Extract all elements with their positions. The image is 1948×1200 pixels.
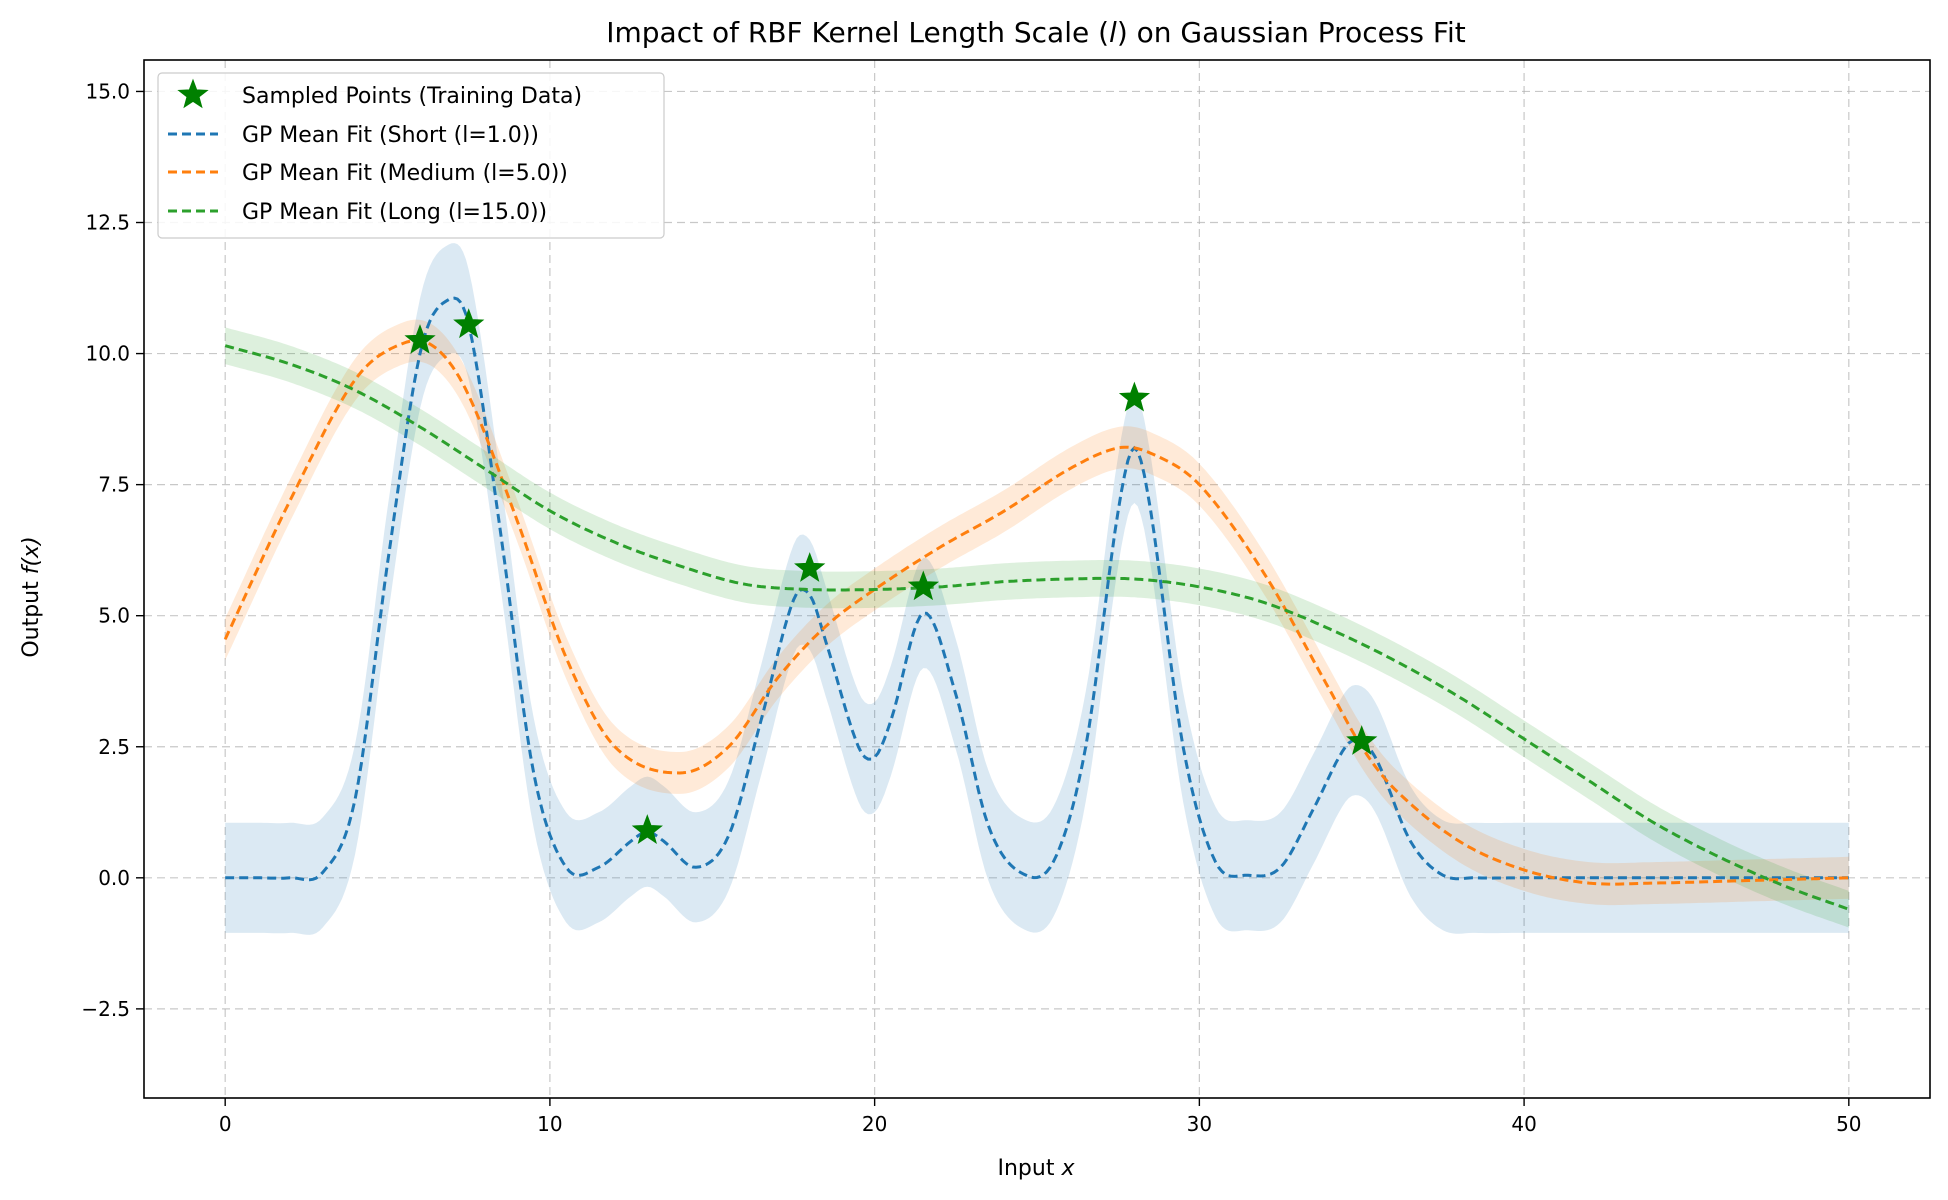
- x-tick-label: 40: [1511, 1112, 1536, 1136]
- y-axis-ticks: −2.5 0.0 2.5 5.0 7.5 10.0 12.5 15.0: [81, 79, 144, 1021]
- mean-lines: [223, 296, 1850, 911]
- sampled-points: [404, 308, 1378, 844]
- chart-title: Impact of RBF Kernel Length Scale (l) on…: [606, 16, 1466, 49]
- legend-label-long: GP Mean Fit (Long (l=15.0)): [242, 200, 547, 225]
- x-axis-ticks: 0 10 20 30 40 50: [219, 1098, 1862, 1136]
- sampled-point: [453, 308, 485, 339]
- x-axis-label: Input x: [998, 1156, 1076, 1181]
- plot-frame: [143, 59, 1931, 1099]
- y-tick-label: 5.0: [98, 604, 130, 628]
- legend-box: [157, 72, 665, 239]
- legend-label-short: GP Mean Fit (Short (l=1.0)): [242, 123, 539, 148]
- sampled-point: [907, 570, 939, 601]
- x-tick-label: 0: [219, 1112, 232, 1136]
- grid-lines: [144, 60, 1930, 1098]
- x-tick-label: 20: [862, 1112, 887, 1136]
- y-tick-label: 2.5: [98, 735, 130, 759]
- y-tick-label: 10.0: [85, 342, 130, 366]
- mean-line-short: [225, 296, 1849, 882]
- sampled-point: [631, 814, 663, 844]
- legend: Sampled Points (Training Data) GP Mean F…: [157, 72, 665, 239]
- y-tick-label: 12.5: [85, 211, 130, 235]
- y-tick-label: −2.5: [81, 997, 130, 1021]
- legend-star-marker: [177, 78, 209, 109]
- y-tick-label: 15.0: [85, 79, 130, 103]
- sampled-point: [1118, 381, 1151, 412]
- y-axis-label: Output f(x): [19, 536, 44, 657]
- y-tick-label: 7.5: [98, 473, 130, 497]
- sampled-point: [794, 552, 826, 582]
- mean-line-long: [224, 344, 1850, 911]
- x-tick-label: 30: [1187, 1112, 1212, 1136]
- sampled-point: [404, 324, 436, 354]
- x-tick-label: 50: [1836, 1112, 1861, 1136]
- sampled-point: [1346, 725, 1378, 755]
- x-tick-label: 10: [537, 1112, 562, 1136]
- legend-label-sampled-points: Sampled Points (Training Data): [242, 84, 582, 109]
- mean-line-medium: [223, 339, 1849, 886]
- legend-label-medium: GP Mean Fit (Medium (l=5.0)): [242, 161, 568, 186]
- band-short: [225, 243, 1849, 935]
- y-tick-label: 0.0: [98, 866, 130, 890]
